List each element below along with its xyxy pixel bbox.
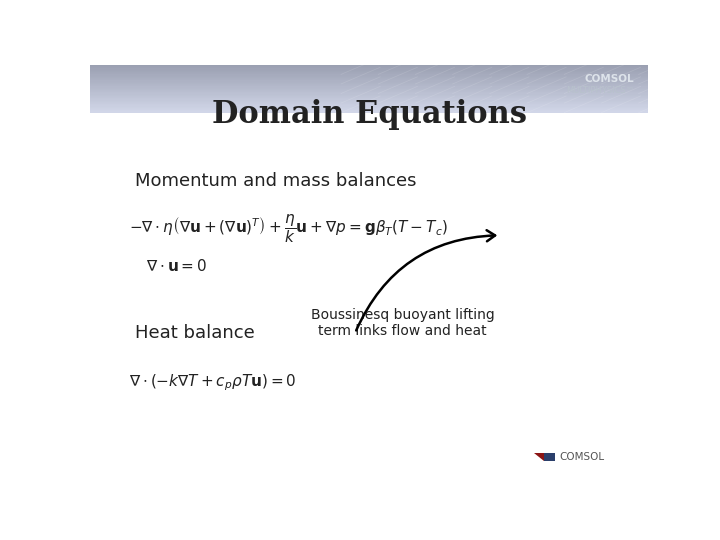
Bar	[90, 75, 648, 76]
Bar	[90, 109, 648, 110]
Bar	[90, 76, 648, 77]
Text: Heat balance: Heat balance	[135, 324, 254, 342]
FancyArrowPatch shape	[356, 230, 495, 330]
Bar	[90, 89, 648, 90]
Bar	[90, 65, 648, 66]
Bar	[90, 86, 648, 87]
Bar	[90, 93, 648, 94]
Bar	[90, 69, 648, 70]
Bar	[90, 82, 648, 83]
Bar	[90, 87, 648, 89]
Bar	[90, 78, 648, 79]
Bar	[90, 111, 648, 113]
Bar	[90, 103, 648, 104]
Bar	[90, 71, 648, 72]
Bar	[90, 94, 648, 96]
Text: COMSOL: COMSOL	[559, 451, 604, 462]
Bar	[90, 73, 648, 75]
Bar	[90, 85, 648, 86]
Bar	[90, 106, 648, 108]
Bar	[90, 90, 648, 91]
Bar	[90, 80, 648, 82]
Text: MULTIPHYSICS™: MULTIPHYSICS™	[566, 86, 634, 95]
Text: $\nabla \cdot \left(-k\nabla T + c_p \rho T\mathbf{u}\right) = 0$: $\nabla \cdot \left(-k\nabla T + c_p \rh…	[129, 373, 297, 393]
Bar	[90, 83, 648, 84]
Text: $-\nabla \cdot \eta \left(\nabla\mathbf{u} + (\nabla\mathbf{u})^T\right) + \dfra: $-\nabla \cdot \eta \left(\nabla\mathbf{…	[129, 213, 448, 245]
Bar	[90, 67, 648, 69]
Bar	[90, 84, 648, 85]
Text: Domain Equations: Domain Equations	[212, 99, 526, 130]
Bar	[90, 98, 648, 99]
Polygon shape	[534, 453, 544, 461]
Bar	[90, 102, 648, 103]
Bar	[90, 100, 648, 102]
Bar	[544, 453, 555, 461]
Bar	[90, 79, 648, 80]
Bar	[90, 108, 648, 109]
Bar	[90, 70, 648, 71]
Bar	[90, 99, 648, 100]
Bar	[90, 105, 648, 106]
Bar	[90, 66, 648, 67]
Bar	[90, 72, 648, 73]
Bar	[90, 104, 648, 105]
Text: Boussinesq buoyant lifting
term links flow and heat: Boussinesq buoyant lifting term links fl…	[310, 308, 495, 338]
Text: $\nabla \cdot \mathbf{u} = 0$: $\nabla \cdot \mathbf{u} = 0$	[145, 259, 207, 274]
Bar	[90, 96, 648, 97]
Text: Momentum and mass balances: Momentum and mass balances	[135, 172, 416, 190]
Bar	[90, 92, 648, 93]
Bar	[90, 91, 648, 92]
Bar	[90, 77, 648, 78]
Text: COMSOL: COMSOL	[585, 73, 634, 84]
Bar	[90, 110, 648, 111]
Bar	[90, 97, 648, 98]
